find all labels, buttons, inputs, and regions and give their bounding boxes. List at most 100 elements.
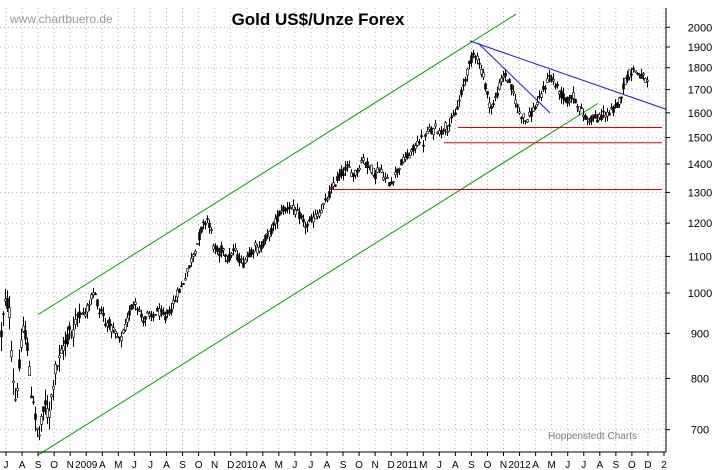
- candle-body: [462, 84, 465, 87]
- candle-body: [532, 106, 535, 112]
- candle-body: [34, 413, 37, 420]
- candle-body: [540, 93, 543, 98]
- candle: [174, 295, 177, 303]
- candle-body: [220, 245, 223, 254]
- candle: [270, 224, 273, 237]
- candle-body: [132, 304, 135, 306]
- y-tick-label: 1300: [688, 187, 712, 199]
- candle-body: [640, 74, 643, 79]
- candle: [32, 396, 35, 405]
- candle: [258, 240, 261, 254]
- candle-body: [456, 106, 459, 110]
- candle-body: [12, 380, 15, 383]
- x-tick-label: S: [468, 460, 475, 470]
- candle: [514, 93, 517, 108]
- candle-body: [600, 114, 603, 121]
- candle-body: [472, 52, 475, 56]
- candle: [122, 328, 125, 334]
- candle: [52, 380, 55, 401]
- candle: [238, 252, 241, 267]
- candle: [390, 177, 393, 185]
- candle-body: [424, 134, 427, 137]
- candle-body: [282, 206, 285, 212]
- candle: [20, 328, 23, 352]
- candle: [522, 113, 525, 125]
- candle: [626, 70, 629, 83]
- candle: [226, 255, 229, 264]
- candle-body: [92, 292, 95, 296]
- candle-body: [136, 308, 139, 311]
- candle: [480, 64, 483, 78]
- candle-body: [402, 156, 405, 163]
- candle: [450, 113, 453, 124]
- candle: [190, 252, 193, 267]
- candle: [50, 393, 53, 410]
- candle-body: [122, 329, 125, 334]
- candle-body: [636, 72, 639, 75]
- candle: [120, 331, 123, 348]
- candle-body: [54, 364, 57, 375]
- candle-body: [104, 323, 107, 327]
- candle-body: [426, 130, 429, 135]
- candle-body: [366, 161, 369, 169]
- candle: [44, 389, 47, 415]
- candle-body: [20, 339, 23, 348]
- x-tick-label: O: [50, 460, 58, 470]
- candle-body: [44, 400, 47, 406]
- candle: [254, 240, 257, 252]
- y-tick-label: 700: [691, 425, 709, 437]
- candle-body: [38, 434, 41, 437]
- candle-body: [422, 144, 425, 147]
- candle: [210, 227, 213, 234]
- candle-body: [414, 145, 417, 149]
- candle: [426, 126, 429, 135]
- candle-body: [216, 247, 219, 253]
- candle-body: [454, 112, 457, 116]
- candle: [178, 288, 181, 293]
- candle: [278, 210, 281, 217]
- candle-body: [458, 99, 461, 102]
- candle-body: [30, 395, 33, 399]
- candle: [126, 312, 129, 328]
- candle-body: [202, 221, 205, 224]
- candle-body: [108, 319, 111, 328]
- candle: [476, 52, 479, 65]
- candle: [568, 94, 571, 107]
- candle-body: [588, 120, 591, 123]
- x-tick-label: A: [532, 460, 539, 470]
- candle-body: [354, 170, 357, 176]
- candle-body: [530, 111, 533, 117]
- candle-body: [82, 312, 85, 314]
- candle: [294, 206, 297, 218]
- candle: [396, 168, 399, 178]
- line-downtrend-long: [469, 40, 667, 110]
- candle: [326, 196, 329, 203]
- x-tick-label: J: [292, 460, 297, 470]
- candle-body: [116, 336, 119, 338]
- candle: [354, 169, 357, 179]
- candle-body: [502, 75, 505, 79]
- candle: [472, 50, 475, 59]
- x-tick-label: A: [99, 460, 106, 470]
- candle-body: [32, 401, 35, 404]
- candle-body: [342, 173, 345, 176]
- candle: [572, 86, 575, 104]
- candle: [214, 243, 217, 255]
- candle-body: [76, 314, 79, 316]
- candle: [0, 322, 3, 351]
- candle-body: [178, 288, 181, 293]
- candle-body: [320, 209, 323, 214]
- candle-body: [130, 304, 133, 310]
- x-tick-label: J: [132, 460, 137, 470]
- x-tick-label: O: [484, 460, 492, 470]
- candle-body: [386, 177, 389, 180]
- candle-body: [520, 117, 523, 120]
- candle: [142, 316, 145, 327]
- x-tick-label: S: [613, 460, 620, 470]
- candle-body: [586, 118, 589, 120]
- x-tick-label: O: [628, 460, 636, 470]
- candle-body: [124, 323, 127, 331]
- candle-body: [330, 186, 333, 189]
- candle-body: [420, 135, 423, 138]
- x-tick-label: A: [259, 460, 266, 470]
